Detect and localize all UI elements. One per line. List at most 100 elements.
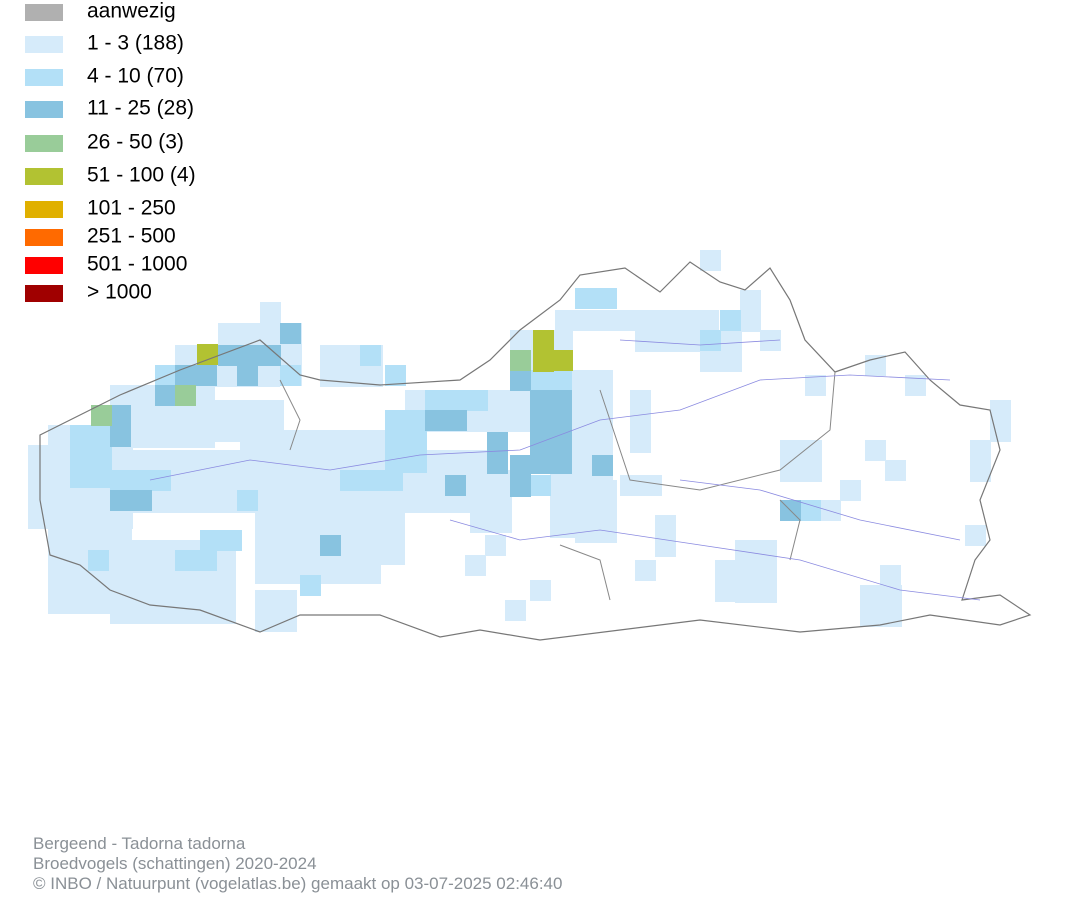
grid-cell: [780, 440, 822, 482]
legend-swatch: [25, 36, 63, 53]
grid-cell: [740, 290, 761, 332]
province-border: [279, 371, 836, 601]
grid-cell: [255, 500, 381, 584]
grid-cell: [360, 345, 381, 366]
grid-cell: [510, 455, 531, 497]
grid-cell: [88, 550, 109, 571]
grid-cell: [237, 490, 258, 511]
grid-cell: [505, 600, 526, 621]
grid-cell: [425, 410, 467, 431]
grid-cell: [552, 350, 573, 371]
grid-cell: [905, 375, 926, 396]
legend-swatch: [25, 285, 63, 302]
grid-cell: [880, 565, 901, 586]
grid-cell: [965, 525, 986, 546]
grid-cell: [575, 480, 617, 543]
grid-cell: [533, 330, 554, 372]
legend-swatch: [25, 135, 63, 152]
grid-cell: [575, 288, 617, 309]
grid-cell: [237, 365, 258, 386]
grid-cell: [805, 375, 826, 396]
grid-cell: [530, 475, 551, 496]
grid-cell: [510, 350, 531, 371]
legend-swatch: [25, 201, 63, 218]
grid-cell: [860, 585, 902, 627]
grid-cell: [425, 390, 488, 411]
grid-cell: [280, 365, 301, 386]
grid-cell: [175, 550, 217, 571]
legend-swatch: [25, 101, 63, 118]
dataset-name: Broedvogels (schattingen) 2020-2024: [33, 854, 317, 873]
grid-cells: [28, 250, 1011, 632]
grid-cell: [465, 555, 486, 576]
grid-cell: [720, 310, 741, 331]
grid-cell: [470, 470, 512, 533]
grid-cell: [510, 370, 531, 391]
grid-cell: [530, 580, 551, 601]
grid-cell: [530, 370, 572, 391]
footer: Bergeend - Tadorna tadorna Broedvogels (…: [33, 834, 562, 893]
grid-cell: [175, 385, 196, 406]
grid-cell: [240, 400, 282, 463]
legend-label: aanwezig: [87, 0, 176, 23]
legend-swatch: [25, 69, 63, 86]
legend-label: 26 - 50 (3): [87, 131, 184, 154]
grid-cell: [487, 432, 508, 474]
grid-cell: [630, 390, 651, 453]
grid-cell: [445, 475, 466, 496]
grid-cell: [110, 490, 152, 511]
grid-cell: [385, 365, 406, 386]
grid-cell: [800, 500, 821, 521]
rivers: [149, 339, 981, 601]
grid-cell: [110, 540, 236, 624]
grid-cell: [700, 330, 721, 351]
legend-label: 11 - 25 (28): [87, 97, 194, 120]
grid-cell: [592, 455, 613, 476]
legend-label: 501 - 1000: [87, 253, 187, 276]
grid-cell: [197, 344, 218, 365]
grid-cell: [280, 323, 301, 344]
grid-cell: [218, 345, 281, 366]
legend: aanwezig 1 - 3 (188) 4 - 10 (70) 11 - 25 (2…: [25, 0, 196, 304]
species-name: Bergeend - Tadorna tadorna: [33, 834, 246, 853]
credits: © INBO / Natuurpunt (vogelatlas.be) gema…: [33, 874, 562, 893]
grid-cell: [635, 560, 656, 581]
region-outline: [39, 261, 1032, 641]
grid-cell: [150, 470, 171, 491]
grid-cell: [530, 390, 572, 474]
grid-cell: [175, 365, 217, 386]
grid-cell: [200, 530, 242, 551]
grid-cell: [385, 410, 427, 473]
grid-cell: [865, 440, 886, 461]
legend-label: 101 - 250: [87, 197, 176, 220]
grid-cell: [655, 515, 676, 557]
grid-cell: [620, 475, 662, 496]
grid-cell: [715, 560, 757, 602]
legend-swatch: [25, 4, 63, 21]
grid-cell: [320, 535, 341, 556]
grid-cell: [91, 405, 112, 426]
legend-swatch: [25, 168, 63, 185]
grid-cell: [300, 575, 321, 596]
legend-label: 51 - 100 (4): [87, 164, 196, 187]
legend-label: 1 - 3 (188): [87, 32, 184, 55]
grid-cell: [485, 535, 506, 556]
grid-cell: [970, 440, 991, 482]
legend-swatch: [25, 229, 63, 246]
legend-label: > 1000: [87, 281, 152, 304]
grid-cell: [840, 480, 861, 501]
grid-cell: [555, 310, 660, 331]
grid-cell: [340, 470, 403, 491]
grid-cell: [820, 500, 841, 521]
grid-cell: [700, 250, 721, 271]
legend-label: 4 - 10 (70): [87, 65, 184, 88]
grid-cell: [70, 425, 112, 488]
grid-cell: [110, 470, 152, 491]
grid-cell: [885, 460, 906, 481]
legend-swatch: [25, 257, 63, 274]
grid-cell: [110, 405, 131, 447]
legend-label: 251 - 500: [87, 225, 176, 248]
grid-cell: [155, 385, 176, 406]
